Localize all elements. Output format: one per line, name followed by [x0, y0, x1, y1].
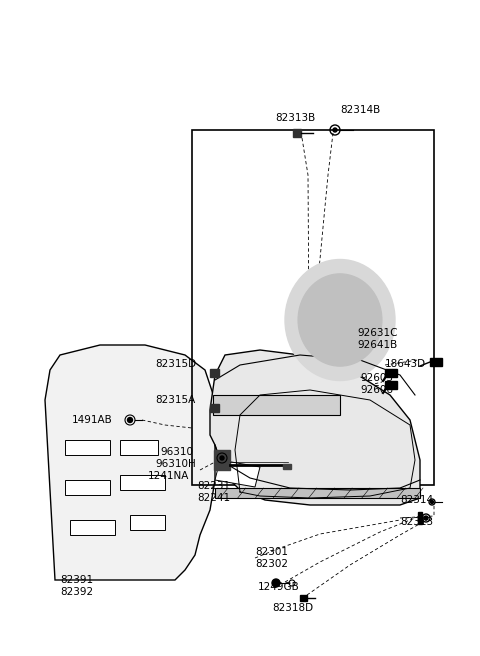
Bar [300, 595, 307, 601]
Text: 92605: 92605 [360, 373, 393, 383]
Circle shape [333, 128, 337, 132]
Polygon shape [215, 460, 260, 487]
Text: 82314B: 82314B [340, 105, 380, 115]
Polygon shape [65, 440, 110, 455]
Circle shape [220, 456, 224, 460]
Text: 82313B: 82313B [275, 113, 315, 123]
Text: 82315D: 82315D [155, 359, 196, 369]
Polygon shape [215, 488, 420, 498]
Polygon shape [130, 515, 165, 530]
Circle shape [431, 501, 433, 504]
Text: 82241: 82241 [197, 493, 230, 503]
Text: 82301: 82301 [255, 547, 288, 557]
Polygon shape [65, 480, 110, 495]
Circle shape [128, 417, 132, 422]
Text: 1241NA: 1241NA [148, 471, 190, 481]
Text: 82314: 82314 [400, 495, 433, 505]
Bar [385, 381, 397, 389]
Text: 82302: 82302 [255, 559, 288, 569]
Text: 82231: 82231 [197, 481, 230, 491]
Polygon shape [120, 440, 158, 455]
Text: 92606: 92606 [360, 385, 393, 395]
Polygon shape [70, 520, 115, 535]
Bar [192, 130, 434, 485]
Text: 1249GB: 1249GB [258, 582, 300, 592]
Text: 96310H: 96310H [155, 459, 196, 469]
Text: 82392: 82392 [60, 587, 93, 597]
Bar [210, 404, 219, 412]
Ellipse shape [285, 260, 395, 380]
Bar [210, 369, 219, 377]
Bar [214, 450, 230, 470]
Polygon shape [45, 345, 215, 580]
Polygon shape [213, 395, 340, 415]
Bar [418, 512, 422, 524]
Text: 92641B: 92641B [357, 340, 397, 350]
Bar [293, 129, 301, 137]
Text: 82313: 82313 [400, 517, 433, 527]
Circle shape [272, 579, 280, 587]
Polygon shape [120, 475, 165, 490]
Text: 82315A: 82315A [155, 395, 195, 405]
Text: 1491AB: 1491AB [72, 415, 113, 425]
Ellipse shape [298, 274, 382, 366]
Bar [385, 369, 397, 377]
Text: 18643D: 18643D [385, 359, 426, 369]
Text: 96310: 96310 [160, 447, 193, 457]
Polygon shape [210, 350, 420, 505]
Bar [430, 358, 442, 366]
Bar [283, 464, 291, 469]
Circle shape [424, 516, 428, 520]
Text: 92631C: 92631C [357, 328, 397, 338]
Text: 82391: 82391 [60, 575, 93, 585]
Text: 82318D: 82318D [272, 603, 313, 613]
